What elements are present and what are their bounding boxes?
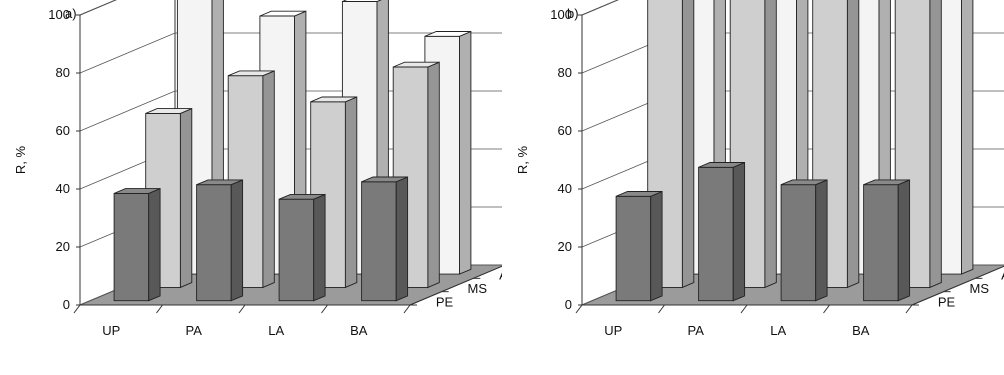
gridline (79, 32, 502, 74)
x-tick-mark (575, 304, 583, 314)
chart-b-svg: 0 20 40 60 80 100 R, % b) UP PA LA BA PE MS AH (515, 0, 1004, 338)
panel-label: a) (65, 6, 77, 21)
depth-label: MS (468, 281, 488, 296)
y-tick-label: 60 (56, 123, 70, 138)
y-axis-label: R, % (13, 145, 28, 174)
category-label: PA (186, 323, 203, 338)
gridline (581, 0, 619, 16)
bar-PE-LA (780, 179, 828, 302)
y-axis-label: R, % (515, 145, 530, 174)
y-tick-label: 100 (48, 7, 70, 22)
chart-panel-b: 0 20 40 60 80 100 R, % b) UP PA LA BA PE MS AH (502, 0, 1004, 375)
x-tick-mark (823, 304, 830, 314)
depth-label: AH (1001, 268, 1004, 283)
depth-axis (409, 265, 502, 306)
y-tick-label: 100 (550, 7, 572, 22)
chart-body: 0 20 40 60 80 100 R, % b) UP PA LA BA PE MS AH (515, 0, 1004, 338)
x-tick-mark (73, 304, 81, 314)
depth-label: MS (970, 281, 990, 296)
bar-PE-PA (196, 179, 244, 302)
bar-PE-BA (863, 179, 911, 302)
y-tick-label: 40 (56, 181, 70, 196)
y-tick-label: 0 (565, 297, 572, 312)
category-label: BA (852, 323, 870, 338)
x-tick-mark (238, 304, 246, 314)
category-label: UP (604, 323, 622, 338)
x-tick-mark (156, 304, 163, 314)
y-tick-label: 80 (558, 65, 572, 80)
depth-label: PE (938, 294, 956, 309)
bar-PE-BA (361, 176, 409, 302)
depth-axis (911, 265, 1004, 306)
bar-PE-LA (278, 193, 326, 302)
category-label: UP (102, 323, 120, 338)
x-tick-mark (403, 304, 411, 314)
x-tick-mark (321, 304, 328, 314)
bar-PE-UP (615, 190, 663, 302)
y-tick-label: 80 (56, 65, 70, 80)
x-tick-mark (740, 304, 748, 314)
depth-label: PE (436, 294, 454, 309)
bar-PE-PA (698, 161, 746, 302)
y-tick-label: 20 (558, 239, 572, 254)
y-tick-label: 40 (558, 181, 572, 196)
category-label: BA (350, 323, 368, 338)
chart-a-svg: 0 20 40 60 80 100 R, % a) UP PA LA BA PE MS AH (13, 0, 502, 338)
depth-label: AH (499, 268, 502, 283)
panel-label: b) (567, 6, 579, 21)
bar-MS-UP (145, 107, 193, 289)
x-tick-mark (658, 304, 665, 314)
y-tick-label: 0 (63, 297, 70, 312)
y-tick-label: 20 (56, 239, 70, 254)
category-label: PA (688, 323, 705, 338)
y-tick-label: 60 (558, 123, 572, 138)
gridline (79, 0, 117, 16)
category-label: LA (268, 323, 284, 338)
bar-PE-UP (113, 187, 161, 302)
x-tick-mark (905, 304, 913, 314)
category-label: LA (770, 323, 786, 338)
chart-body: 0 20 40 60 80 100 R, % a) UP PA LA BA PE MS AH (13, 0, 502, 338)
chart-panel-a: 0 20 40 60 80 100 R, % a) UP PA LA BA PE MS AH (13, 0, 502, 338)
